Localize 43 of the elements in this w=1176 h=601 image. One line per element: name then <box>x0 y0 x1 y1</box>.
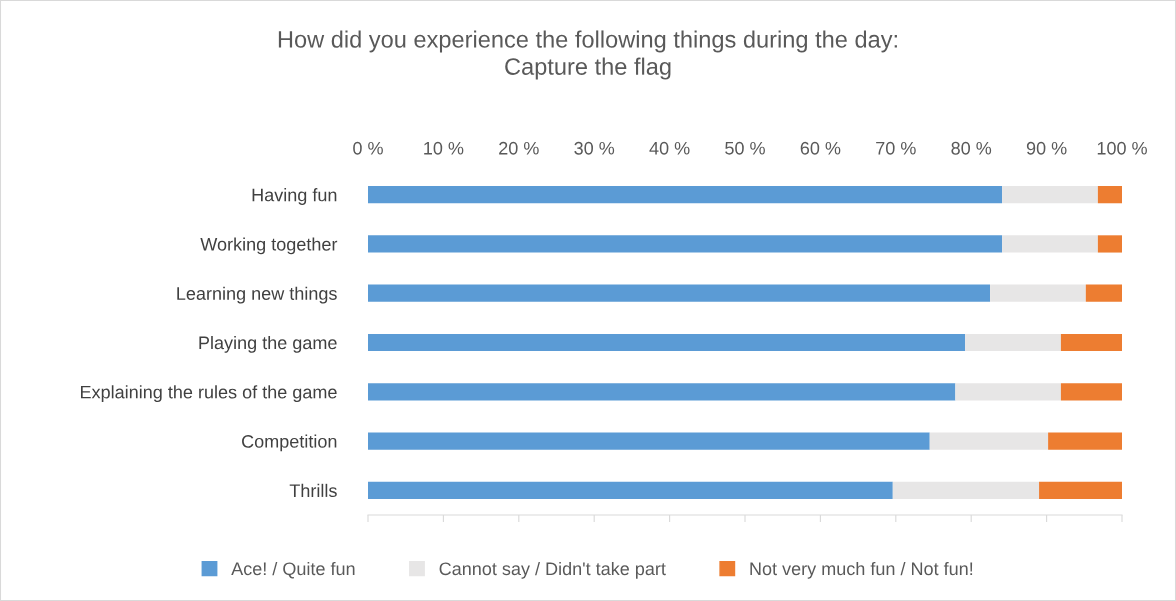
bar <box>1048 432 1122 450</box>
legend-label: Cannot say / Didn't take part <box>439 561 666 579</box>
bar <box>368 333 966 352</box>
x-tick-label: 90 % <box>1026 141 1067 155</box>
bar <box>1002 235 1098 253</box>
bar <box>1060 333 1122 352</box>
chart-title: How did you experience the following things during the day: Capture the flag <box>278 30 897 80</box>
bar <box>1002 186 1098 204</box>
x-tick-label: 80 % <box>951 141 992 155</box>
x-tick-label: 20 % <box>499 141 539 155</box>
x-tick-label: 70 % <box>876 141 916 155</box>
y-tick-label: Competition <box>242 434 337 452</box>
bar <box>965 333 1061 352</box>
y-tick-label: Working together <box>200 237 338 255</box>
bar <box>1060 383 1122 401</box>
x-tick-label: 40 % <box>649 141 690 155</box>
legend-label: Ace! / Quite fun <box>231 561 355 579</box>
y-tick-label: Learning new things <box>177 286 337 304</box>
y-tick-label: Having fun <box>252 188 337 205</box>
x-tick-label: 30 % <box>574 141 615 155</box>
bar <box>368 186 1003 204</box>
x-tick-label: 0 % <box>353 141 383 155</box>
bar <box>1039 481 1122 499</box>
bar <box>368 432 930 450</box>
bar <box>955 383 1061 401</box>
bar <box>1097 186 1122 204</box>
y-tick-label: Thrills <box>289 483 337 498</box>
bar <box>1085 284 1122 302</box>
bar <box>368 235 1003 253</box>
bar <box>892 481 1040 499</box>
bar <box>368 383 956 401</box>
x-tick-label: 50 % <box>725 141 765 155</box>
bar <box>1097 235 1122 253</box>
y-tick-label: Explaining the rules of the game <box>80 385 337 403</box>
bar <box>368 284 991 302</box>
x-tick-label: 60 % <box>800 141 841 155</box>
bar <box>929 432 1049 450</box>
bar <box>990 284 1086 302</box>
x-tick-label: 100 % <box>1097 141 1147 155</box>
bar <box>368 481 893 499</box>
y-tick-label: Playing the game <box>199 335 337 353</box>
legend-label: Not very much fun / Not fun! <box>750 561 973 579</box>
x-tick-label: 10 % <box>424 141 464 155</box>
